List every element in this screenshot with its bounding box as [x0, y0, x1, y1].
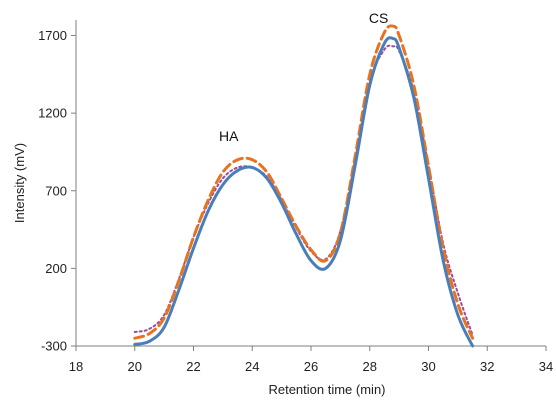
x-tick-label: 18 [69, 359, 83, 374]
axes: -300 200 700 1200 1700 18 20 22 24 26 28 30 32 34 [38, 20, 553, 374]
series-layer [133, 24, 475, 348]
y-axis-title: Intensity (mV) [12, 143, 27, 223]
x-tick-label: 20 [128, 359, 142, 374]
x-tick-label: 26 [304, 359, 318, 374]
x-tick-label: 30 [421, 359, 435, 374]
x-tick-label: 28 [363, 359, 377, 374]
y-tick-label: 700 [45, 183, 67, 198]
peak-label-ha: HA [219, 128, 239, 144]
y-tick-label: 200 [45, 261, 67, 276]
x-tick-label: 32 [480, 359, 494, 374]
y-tick-label: 1200 [38, 106, 67, 121]
x-tick-label: 24 [245, 359, 259, 374]
x-tick-label: 34 [539, 359, 553, 374]
annotation-layer: HA CS [219, 10, 388, 144]
x-tick-label: 22 [186, 359, 200, 374]
peak-label-cs: CS [369, 10, 388, 26]
y-tick-label: 1700 [38, 28, 67, 43]
series-line-solid [133, 36, 475, 348]
series-line-dotted [133, 44, 474, 337]
series-line-dashed [133, 24, 475, 340]
x-axis-title: Retention time (min) [268, 382, 385, 397]
y-tick-label: -300 [41, 339, 67, 354]
